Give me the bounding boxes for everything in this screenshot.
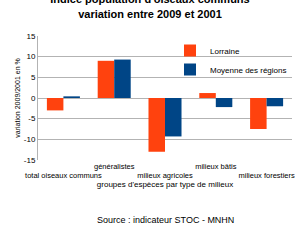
svg-text:0: 0 [31,94,36,103]
svg-text:Indice population d'oiseaux co: Indice population d'oiseaux communsvaria… [50,0,249,20]
svg-text:15: 15 [26,32,35,41]
svg-text:total oiseaux communs: total oiseaux communs [25,171,102,180]
svg-text:5: 5 [31,73,36,82]
svg-text:groupes d'espèces par type de: groupes d'espèces par type de milieux [97,180,233,189]
svg-text:Source : indicateur STOC - MNH: Source : indicateur STOC - MNHN [97,215,234,225]
svg-text:-15: -15 [24,156,36,165]
svg-text:Lorraine: Lorraine [210,47,240,56]
svg-text:milieux forestiers: milieux forestiers [238,171,295,180]
svg-text:-10: -10 [24,135,36,144]
svg-text:milieux bâtis: milieux bâtis [195,162,237,171]
svg-text:Moyenne des régions: Moyenne des régions [210,66,287,75]
svg-text:milieux agricoles: milieux agricoles [137,171,193,180]
svg-text:généralistes: généralistes [94,162,135,171]
svg-text:10: 10 [26,52,35,61]
svg-text:-5: -5 [28,114,36,123]
svg-text:variation 2009/2001 en %: variation 2009/2001 en % [14,58,21,137]
